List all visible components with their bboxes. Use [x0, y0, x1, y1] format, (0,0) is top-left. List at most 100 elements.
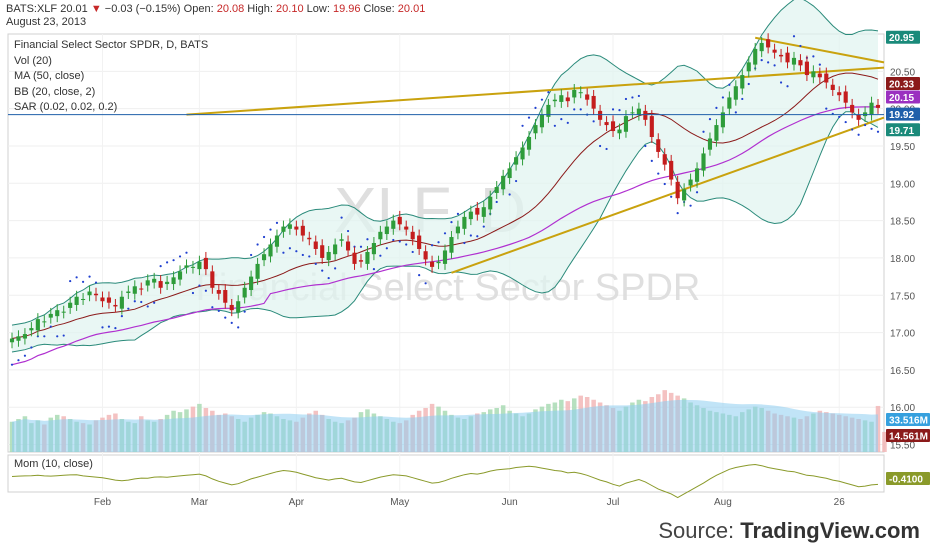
sar-dot [359, 245, 363, 248]
bb-fill [12, 0, 878, 352]
sar-dot [624, 97, 628, 101]
trendline[interactable] [451, 116, 885, 274]
y-tick-label: 16.00 [890, 403, 915, 414]
candle-body [352, 252, 357, 264]
sar-dot [101, 326, 104, 329]
candle-body [177, 271, 183, 280]
price-tag-text: 20.33 [889, 80, 914, 91]
candle-body [423, 251, 428, 260]
sar-dot [857, 133, 860, 136]
candle-body [326, 251, 331, 261]
candle-body [546, 104, 551, 117]
candle-body [778, 54, 784, 57]
candle-body [410, 231, 415, 240]
candle-body [727, 97, 732, 109]
x-tick-label: Feb [94, 497, 112, 508]
y-tick-label: 17.00 [890, 329, 915, 340]
sar-dot [224, 316, 227, 319]
legend-sar[interactable]: SAR (0.02, 0.02, 0.2) [14, 101, 118, 113]
price-label-tag: 20.95 [886, 30, 920, 44]
candle-body [119, 296, 124, 309]
sar-dot [127, 307, 130, 310]
candle-body [358, 260, 364, 262]
trendline[interactable] [755, 36, 885, 64]
sar-dot [779, 81, 783, 84]
quote-date: August 23, 2013 [6, 16, 87, 28]
x-tick-label: Jul [607, 497, 620, 508]
legend-vol[interactable]: Vol (20) [14, 54, 52, 67]
candle-body [746, 62, 751, 72]
sar-dot [792, 35, 796, 38]
candle-body [843, 91, 848, 103]
candle-body [449, 237, 454, 253]
sar-dot [876, 130, 880, 133]
candle-body [29, 328, 34, 331]
sar-dot [88, 275, 91, 278]
price-tag-text: 20.15 [889, 93, 914, 104]
candle-body [417, 235, 422, 249]
candle-body [462, 216, 467, 229]
candle-body [365, 251, 370, 264]
candle-body [707, 138, 713, 150]
trendlines[interactable] [186, 36, 885, 274]
sar-dot [114, 326, 117, 330]
sar-dot [275, 221, 279, 224]
candle-body [61, 311, 66, 313]
candle-body [785, 52, 790, 63]
legend-bb[interactable]: BB (20, close, 2) [14, 85, 96, 98]
sar-dot [579, 108, 582, 111]
sar-dot [760, 59, 763, 62]
candle-body [274, 235, 280, 247]
sar-dot [288, 247, 291, 250]
candle-body [22, 334, 27, 339]
sar-dot [230, 321, 233, 324]
candle-body [87, 291, 92, 296]
sar-dot [153, 301, 156, 304]
candle-body [720, 112, 725, 128]
candle-body [404, 226, 409, 230]
sar-dot [211, 306, 214, 309]
x-tick-label: Aug [714, 497, 732, 508]
candle-body [249, 276, 254, 291]
price-tag-bg [886, 30, 920, 44]
candle-body [113, 304, 118, 307]
price-label-tag: 19.92 [886, 107, 920, 121]
price-tag-bg [886, 472, 930, 485]
sar-dot [663, 182, 666, 186]
candle-body [313, 241, 318, 249]
sar-dot [392, 238, 395, 242]
legend-mom[interactable]: Mom (10, close) [14, 458, 93, 470]
source-brand[interactable]: TradingView.com [740, 518, 920, 543]
high-label: High: [247, 3, 273, 15]
open-label: Open: [183, 3, 214, 15]
candle-body [9, 338, 15, 343]
candle-body [100, 297, 105, 302]
sar-dot [262, 235, 266, 239]
sar-dot [198, 284, 201, 287]
momentum-pane [11, 463, 879, 499]
candle-body [869, 102, 874, 115]
sar-dot [269, 228, 272, 231]
sar-dot [256, 243, 259, 246]
sar-dot [741, 97, 744, 101]
candle-body [501, 175, 506, 190]
sar-dot [560, 117, 563, 121]
volume-ma-area [12, 399, 878, 452]
legend-ma[interactable]: MA (50, close) [14, 70, 85, 82]
candle-body [268, 244, 273, 257]
sar-dot [282, 251, 285, 254]
price-tag-text: 20.95 [889, 33, 914, 44]
price-label-tag: 14.561M [886, 429, 930, 443]
x-tick-label: Apr [289, 497, 305, 508]
sar-dot [450, 221, 453, 224]
sar-dot [715, 106, 718, 109]
sar-dot [334, 267, 337, 270]
sar-dot [204, 289, 207, 292]
sar-dot [191, 291, 195, 295]
candle-body [850, 104, 855, 113]
sar-dot [133, 300, 136, 303]
sar-dot [372, 268, 376, 271]
trendline[interactable] [186, 66, 885, 116]
price-tag-text: -0.4100 [889, 475, 923, 486]
